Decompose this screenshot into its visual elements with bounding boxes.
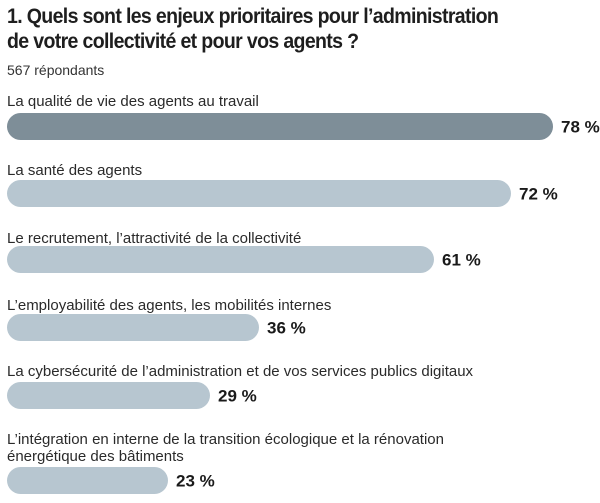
value-label: 36 %	[267, 319, 306, 338]
category-label: énergétique des bâtiments	[7, 448, 184, 465]
chart-title: 1. Quels sont les enjeux prioritaires po…	[7, 4, 556, 54]
chart-title-line-2: de votre collectivité et pour vos agents…	[7, 30, 359, 53]
value-label: 23 %	[176, 472, 215, 491]
bar	[7, 382, 210, 409]
value-label: 29 %	[218, 387, 257, 406]
bar	[7, 314, 259, 341]
category-label: La cybersécurité de l’administration et …	[7, 363, 474, 380]
category-label: Le recrutement, l’attractivité de la col…	[7, 230, 301, 247]
respondents-count: 567 répondants	[7, 62, 105, 78]
category-label: La santé des agents	[7, 162, 142, 179]
category-label: L’intégration en interne de la transitio…	[7, 431, 444, 448]
value-label: 78 %	[561, 118, 600, 137]
value-label: 72 %	[519, 185, 558, 204]
bar	[7, 180, 511, 207]
category-label: La qualité de vie des agents au travail	[7, 93, 259, 110]
chart-title-line-1: 1. Quels sont les enjeux prioritaires po…	[7, 5, 499, 28]
value-label: 61 %	[442, 251, 481, 270]
bar	[7, 113, 553, 140]
bar	[7, 246, 434, 273]
bar	[7, 467, 168, 494]
category-label: L’employabilité des agents, les mobilité…	[7, 297, 331, 314]
